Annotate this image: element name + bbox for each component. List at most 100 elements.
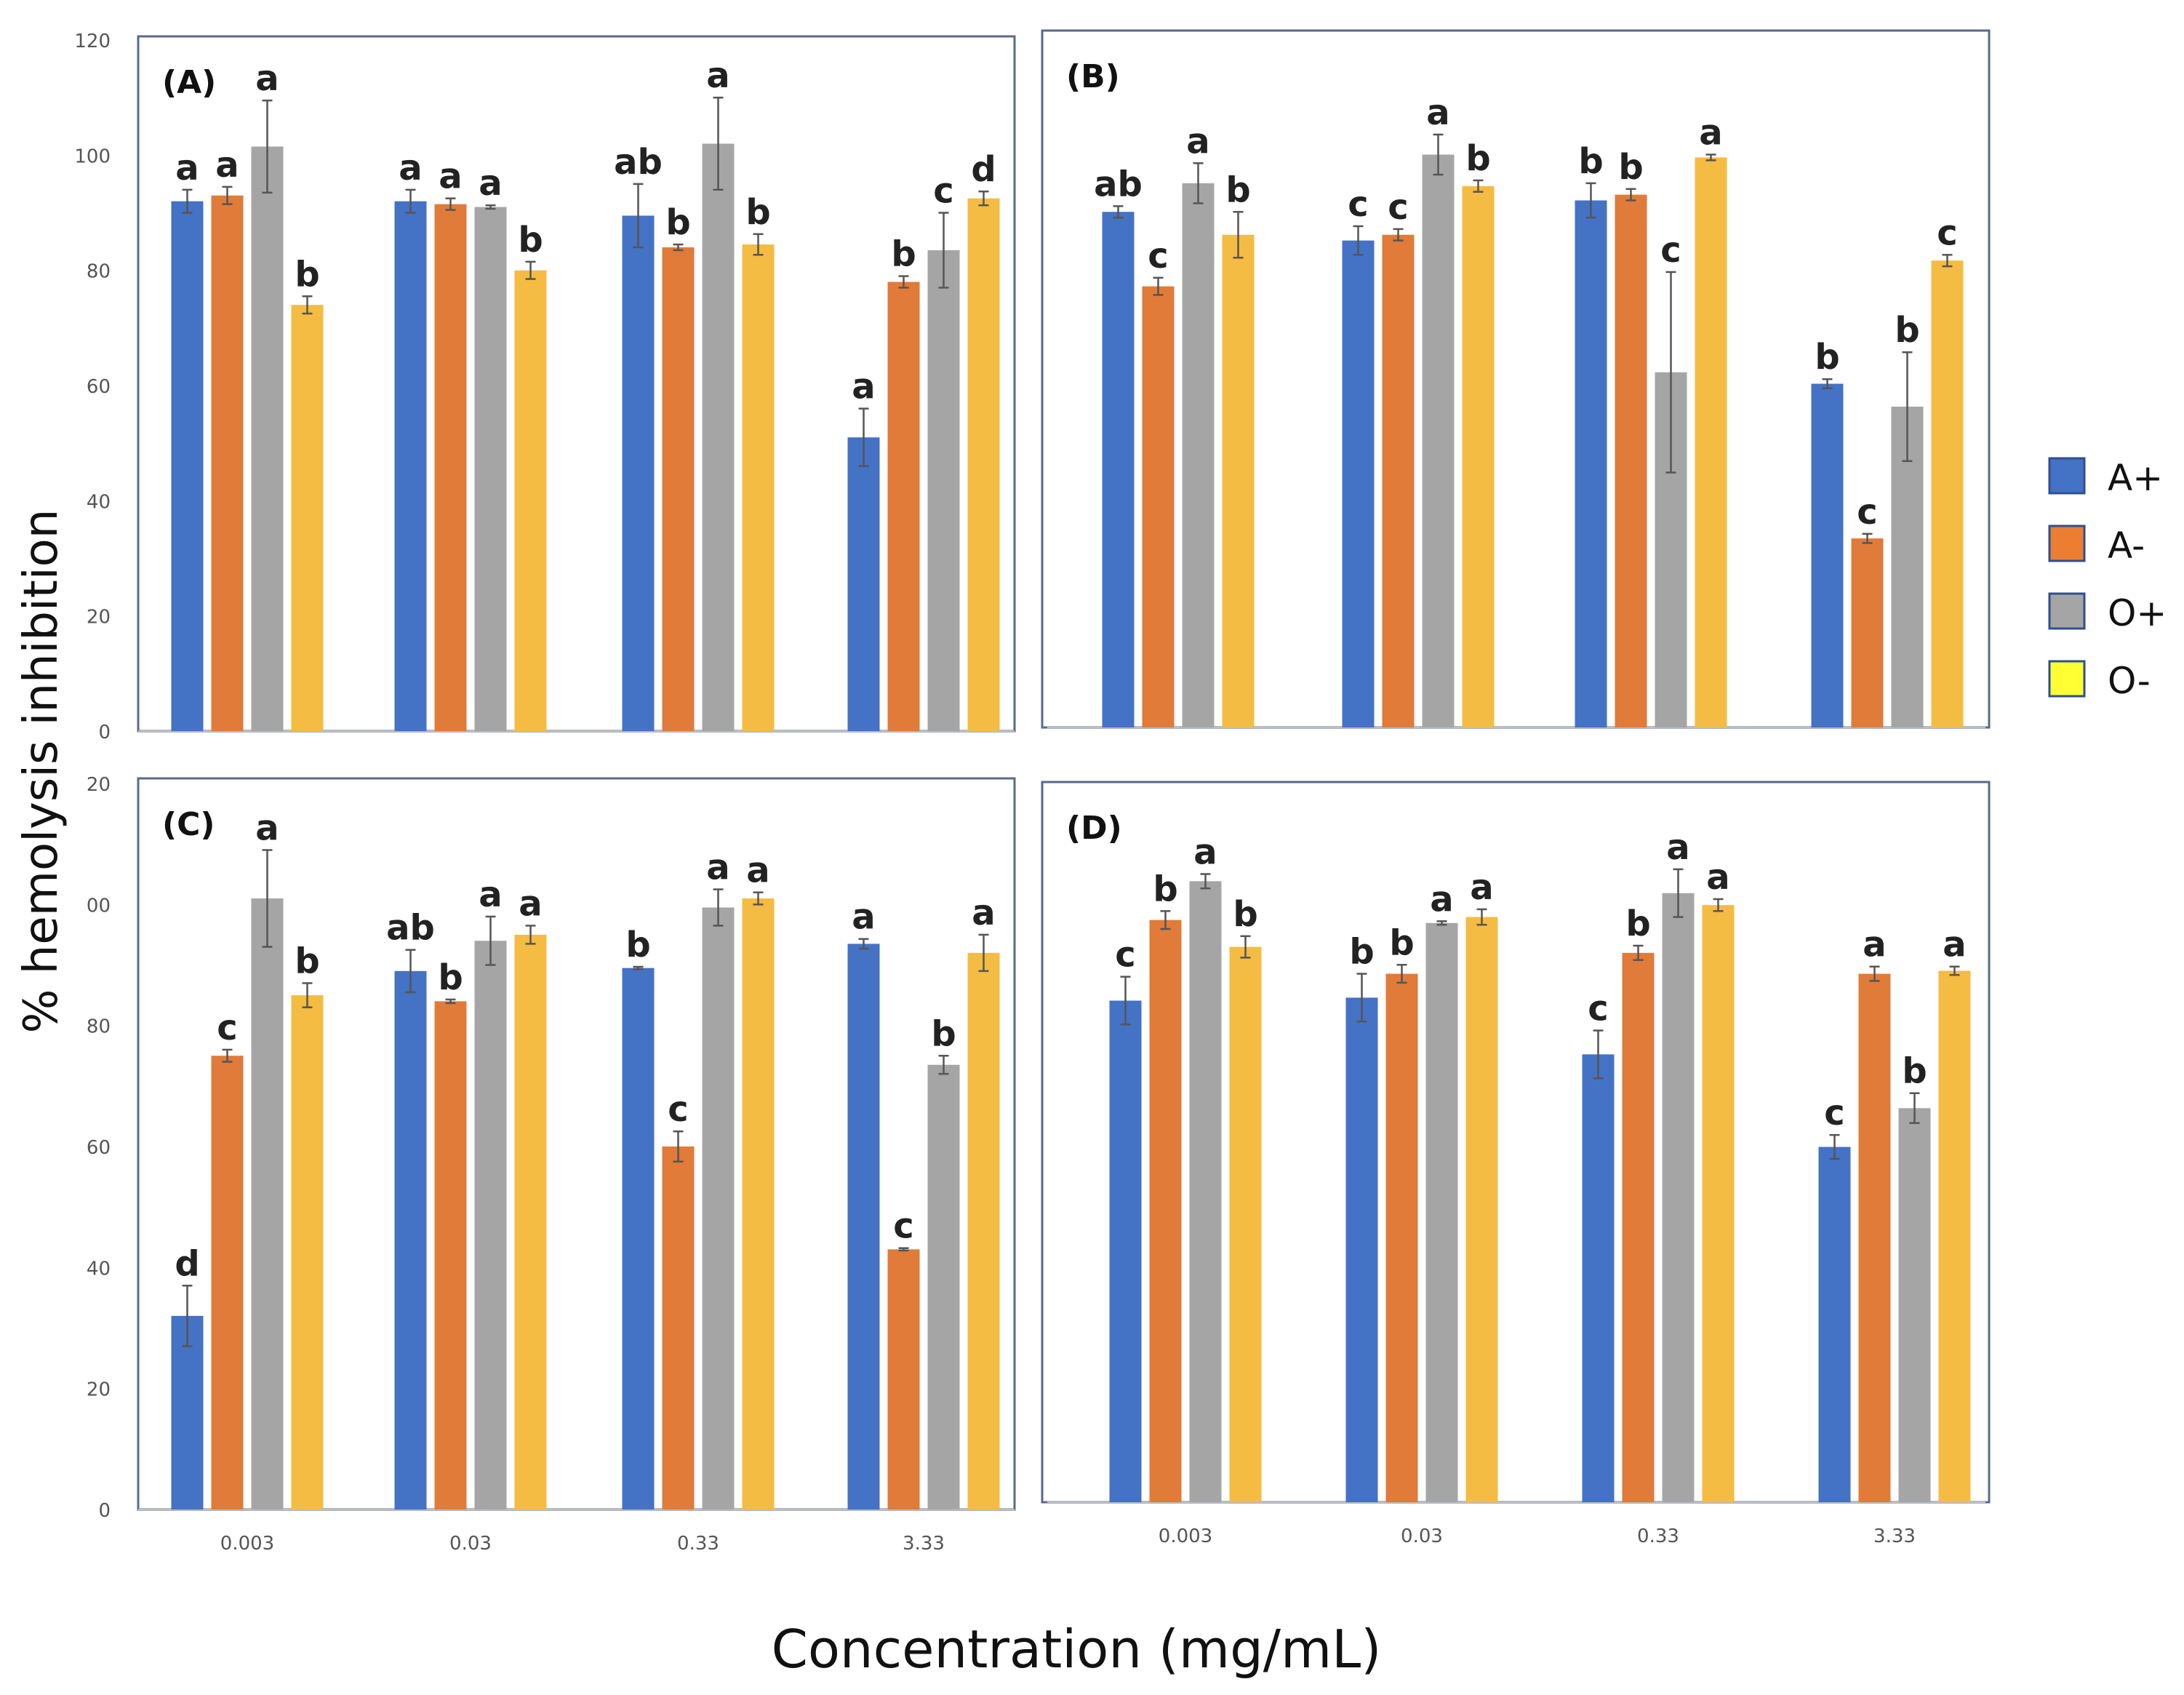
significance-letter: a [1193,831,1217,872]
bar-aneg [434,204,467,731]
bar-opos [1425,922,1458,1502]
legend-swatch [2048,592,2086,630]
significance-letter: b [891,234,916,275]
significance-letter: a [1699,113,1722,153]
bar-apos [1109,1000,1142,1502]
significance-letter: a [972,893,995,933]
bar-oneg [514,270,547,732]
significance-letter: b [295,254,319,295]
significance-letter: b [1902,1051,1927,1092]
significance-letter: c [668,1089,688,1130]
bar-opos [1662,893,1695,1502]
significance-letter: d [971,149,996,190]
significance-letter: a [255,807,279,848]
bar-apos [394,970,427,1509]
y-tick-label: 120 [74,31,111,52]
significance-letter: a [479,163,502,204]
bar-opos [251,898,284,1509]
significance-letter: a [1863,925,1886,965]
y-tick-label: 60 [87,376,111,398]
bar-opos [927,1064,960,1509]
bar-oneg [742,898,775,1509]
significance-letter: a [1430,879,1453,920]
significance-letter: b [931,1013,956,1054]
legend-swatch [2048,660,2086,698]
legend-label: A- [2108,525,2145,567]
significance-letter: b [1153,869,1177,909]
bar-aneg [1385,973,1418,1502]
bar-oneg [1931,260,1964,727]
bar-aneg [1149,920,1182,1502]
significance-letter: a [255,58,279,99]
panel-title: (C) [162,806,215,843]
y-tick-label: 40 [87,1258,111,1280]
legend-item: O+ [2048,592,2167,634]
bar-aneg [662,1146,695,1509]
bar-apos [171,201,204,732]
bar-apos [1811,383,1844,727]
panel-title: (D) [1066,810,1122,847]
bar-oneg [514,934,547,1509]
y-tick-label: 20 [87,774,111,796]
significance-letter: b [438,957,463,998]
y-tick-label: 0 [98,1500,111,1522]
y-axis-label: % hemolysis inhibition [15,509,68,1034]
bar-aneg [1622,952,1655,1502]
significance-letter: a [175,148,199,188]
x-tick-label: 0.03 [1401,1526,1443,1547]
significance-letter: b [1389,922,1414,963]
bar-oneg [291,995,324,1509]
bar-oneg [1229,946,1262,1502]
bar-apos [394,201,427,732]
bar-apos [171,1315,204,1509]
significance-letter: a [706,848,729,888]
bar-apos [1102,212,1135,727]
significance-letter: b [745,192,770,233]
significance-letter: a [479,874,502,915]
bar-opos [474,207,507,731]
significance-letter: a [215,145,239,186]
bar-oneg [1695,157,1727,727]
legend: A+ A- O+ O- [2048,457,2167,702]
significance-letter: c [1937,212,1957,253]
bar-apos [1582,1054,1615,1502]
bar-opos [1182,183,1215,727]
bar-opos [702,907,735,1509]
x-axis-label: Concentration (mg/mL) [772,1619,1382,1680]
bar-oneg [1938,970,1971,1502]
significance-letter: c [1588,989,1608,1029]
x-tick-label: 3.33 [903,1533,945,1555]
significance-letter: a [439,156,462,197]
significance-letter: a [1186,121,1209,161]
significance-letter: a [746,850,769,891]
y-tick-label: 00 [87,895,111,917]
bar-aneg [662,247,695,731]
bar-aneg [887,1249,920,1509]
bar-apos [1342,240,1375,727]
significance-letter: c [217,1008,237,1048]
bar-opos [927,250,960,731]
bar-oneg [1462,186,1495,727]
legend-swatch [2048,457,2086,495]
bar-apos [1345,997,1378,1502]
bar-aneg [1851,538,1884,727]
significance-letter: b [665,202,690,243]
significance-letter: c [1824,1093,1844,1133]
bar-oneg [1222,234,1255,727]
significance-letter: c [1115,935,1135,976]
significance-letter: c [1857,492,1877,533]
significance-letter: c [933,171,953,212]
significance-letter: b [1625,904,1650,944]
bar-apos [847,944,880,1509]
y-tick-label: 20 [87,607,111,629]
bar-aneg [1858,973,1891,1502]
legend-label: A+ [2108,457,2163,499]
legend-item: O- [2048,660,2151,702]
y-tick-label: 40 [87,491,111,513]
significance-letter: b [1225,170,1250,210]
significance-letter: b [518,220,543,260]
y-tick-label: 20 [87,1379,111,1401]
x-tick-label: 0.33 [677,1533,719,1555]
